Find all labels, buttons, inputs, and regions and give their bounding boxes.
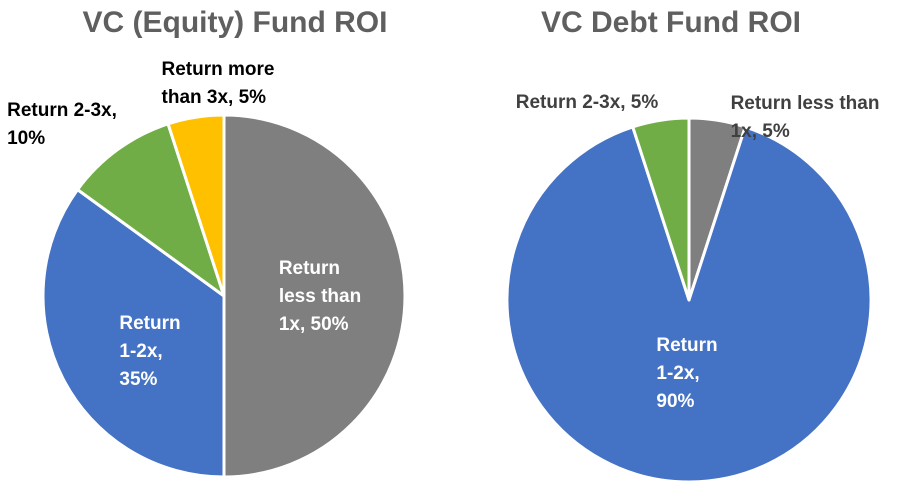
equity-slice-return-1-2x-35 [41,188,226,479]
data-label-line: 1-2x, [656,363,700,384]
data-label-line: Return [278,258,341,279]
data-label-line: 90% [656,391,695,412]
debt-data-label-return-less-than-1x-5: Return less than 1x, 5% [731,90,880,146]
equity-data-label-return-1-2x-35: Return 1-2x, 35% [119,310,180,394]
debt-slice-return-1-2x-90 [505,125,873,484]
data-label-line: than 3x, 5% [161,87,267,108]
data-label-line: 1-2x, [119,341,163,362]
debt-data-label-return-2-3x-5: Return 2-3x, 5% [516,89,659,117]
data-label-line: 35% [119,369,158,390]
data-label-line: 1x, 50% [278,314,349,335]
debt-data-label-return-1-2x-90: Return 1-2x, 90% [656,332,717,416]
data-label-line: Return 2-3x, [7,100,117,121]
chart-title-equity: VC (Equity) Fund ROI [82,6,388,39]
debt-slice-return-2-3x-5 [631,116,691,302]
data-label-line: 1x, 5% [730,121,790,142]
data-label-line: less than [278,286,362,307]
chart-title-debt: VC Debt Fund ROI [541,6,801,39]
equity-slice-return-less-than-1x-50 [222,113,407,479]
data-label-line: 10% [7,128,46,149]
equity-data-label-return-2-3x-10: Return 2-3x, 10% [7,97,117,153]
data-label-line: Return less than [730,93,880,114]
equity-slice-return-2-3x-10 [76,122,226,298]
data-label-line: Return 2-3x, 5% [515,92,659,113]
data-label-line: Return more [161,59,275,80]
equity-data-label-return-more-than-3x-5: Return more than 3x, 5% [162,56,275,112]
data-label-line: Return [119,313,181,334]
equity-slice-return-more-than-3x-5 [166,113,226,298]
data-label-line: Return [656,335,718,356]
equity-data-label-return-less-than-1x-50: Return less than 1x, 50% [279,255,361,339]
